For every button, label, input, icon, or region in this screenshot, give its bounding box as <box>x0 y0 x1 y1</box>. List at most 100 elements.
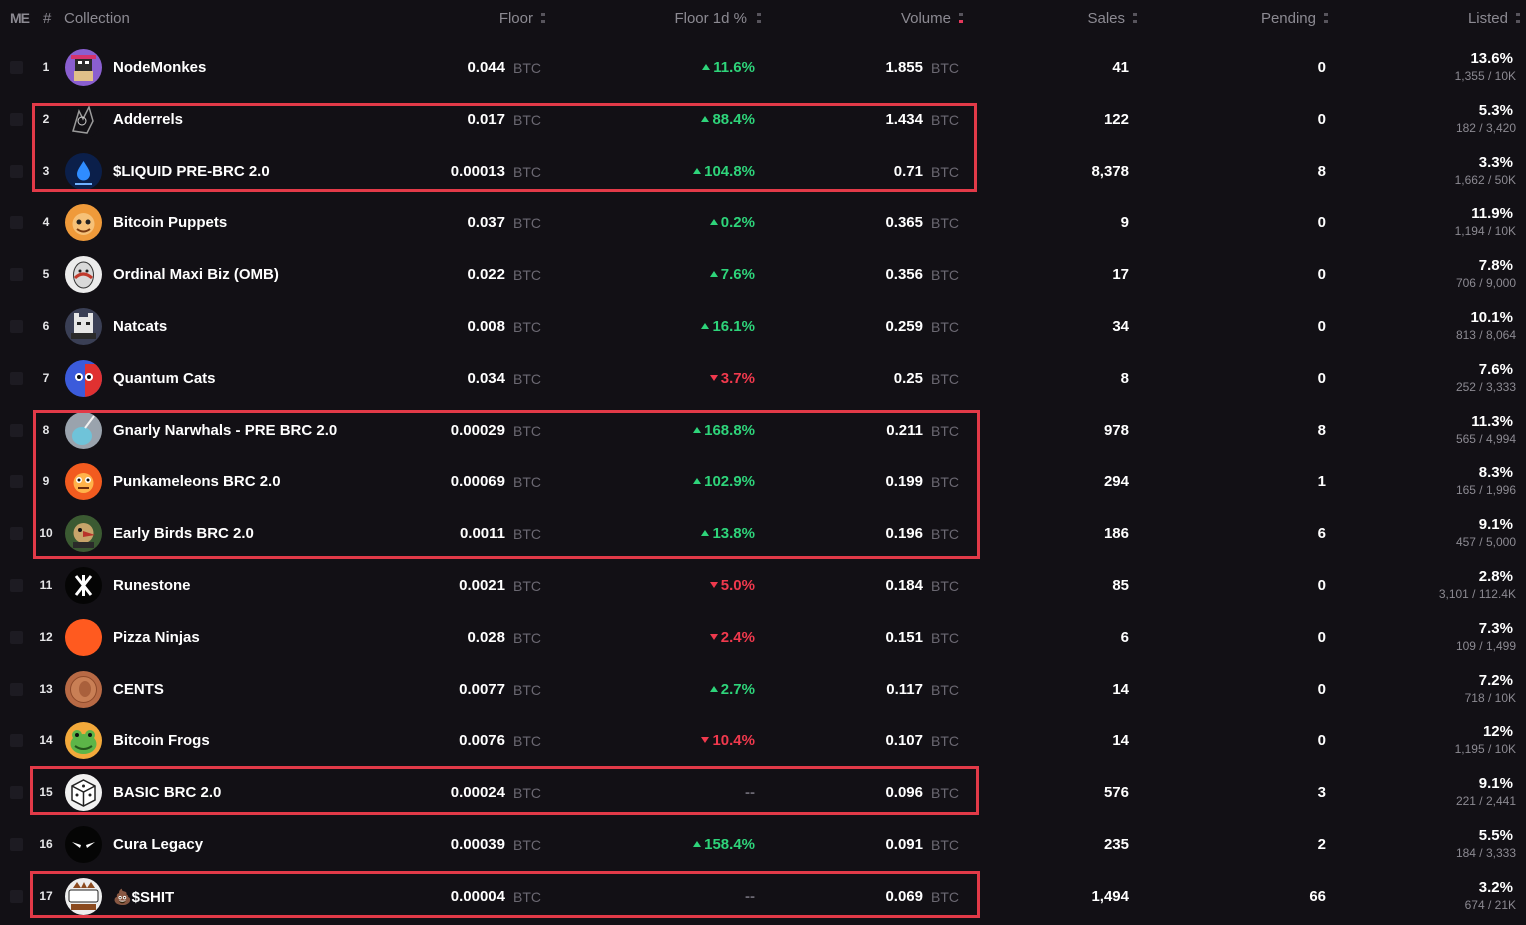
sales-header[interactable]: Sales <box>1087 10 1125 27</box>
floor-change-header[interactable]: Floor 1d % <box>674 10 747 27</box>
row-checkbox[interactable] <box>10 579 23 592</box>
row-checkbox[interactable] <box>10 320 23 333</box>
collection-name[interactable]: Early Birds BRC 2.0 <box>113 525 254 542</box>
table-row[interactable]: 16 Cura Legacy 0.00039 BTC 158.4% 0.091 BTC 235… <box>0 821 1526 873</box>
table-row[interactable]: 4 Bitcoin Puppets 0.037 BTC 0.2% 0.365 BTC 9 0 11… <box>0 199 1526 251</box>
listed-sort-icon[interactable] <box>1515 12 1521 26</box>
floor-change-sort-icon[interactable] <box>756 12 762 26</box>
row-checkbox[interactable] <box>10 165 23 178</box>
collection-avatar[interactable] <box>65 515 102 552</box>
collection-avatar[interactable] <box>65 671 102 708</box>
row-checkbox[interactable] <box>10 631 23 644</box>
row-checkbox[interactable] <box>10 216 23 229</box>
table-row[interactable]: 6 Natcats 0.008 BTC 16.1% 0.259 BTC 34 0 10.1% 813… <box>0 303 1526 355</box>
table-row[interactable]: 12 Pizza Ninjas 0.028 BTC 2.4% 0.151 BTC 6 0 7.3%… <box>0 614 1526 666</box>
collection-name[interactable]: $LIQUID PRE-BRC 2.0 <box>113 163 270 180</box>
row-checkbox[interactable] <box>10 786 23 799</box>
collection-name[interactable]: Bitcoin Frogs <box>113 732 210 749</box>
pending-count: 66 <box>1309 888 1326 905</box>
row-checkbox[interactable] <box>10 113 23 126</box>
row-checkbox[interactable] <box>10 527 23 540</box>
collection-name[interactable]: Pizza Ninjas <box>113 629 200 646</box>
magic-eden-logo-icon[interactable]: ME <box>10 10 30 26</box>
table-row[interactable]: 17 💩$SHIT 0.00004 BTC -- 0.069 BTC 1,494 66 3.2% 6… <box>0 873 1526 925</box>
rune-icon <box>65 567 102 604</box>
volume-value: 0.096 <box>885 784 923 801</box>
collection-name[interactable]: Cura Legacy <box>113 836 204 853</box>
volume-sort-icon[interactable] <box>958 12 964 26</box>
collection-avatar[interactable] <box>65 826 102 863</box>
row-checkbox[interactable] <box>10 890 23 903</box>
row-checkbox[interactable] <box>10 475 23 488</box>
collection-name[interactable]: Runestone <box>113 577 191 594</box>
row-checkbox[interactable] <box>10 734 23 747</box>
listed-count: 1,662 / 50K <box>1454 173 1516 187</box>
listed-header[interactable]: Listed <box>1467 10 1508 27</box>
table-row[interactable]: 8 Gnarly Narwhals - PRE BRC 2.0 0.00029 BTC… <box>0 407 1526 459</box>
pending-count: 6 <box>1317 525 1326 542</box>
collection-avatar[interactable] <box>65 463 102 500</box>
collection-name[interactable]: Ordinal Maxi Biz (OMB) <box>113 266 279 283</box>
table-row[interactable]: 11 Runestone 0.0021 BTC 5.0% 0.184 BTC 85 0 2.8% 3… <box>0 562 1526 614</box>
collection-avatar[interactable] <box>65 49 102 86</box>
row-checkbox[interactable] <box>10 268 23 281</box>
table-row[interactable]: 13 CENTS 0.0077 BTC 2.7% 0.117 BTC 14 0 7.2% 718 /… <box>0 666 1526 718</box>
change-value: 0.2% <box>720 214 755 231</box>
table-row[interactable]: 3 $LIQUID PRE-BRC 2.0 0.00013 BTC 104.8% 0.71… <box>0 148 1526 200</box>
floor-change: 11.6% <box>702 59 755 76</box>
collection-name[interactable]: Quantum Cats <box>113 370 216 387</box>
collection-name[interactable]: Adderrels <box>113 111 184 128</box>
row-checkbox[interactable] <box>10 372 23 385</box>
collection-avatar[interactable] <box>65 412 102 449</box>
collection-name[interactable]: Punkameleons BRC 2.0 <box>113 473 281 490</box>
pending-sort-icon[interactable] <box>1323 12 1329 26</box>
floor-sort-icon[interactable] <box>540 12 546 26</box>
table-row[interactable]: 7 Quantum Cats 0.034 BTC 3.7% 0.25 BTC 8 0 7.6% 25… <box>0 355 1526 407</box>
collection-avatar[interactable] <box>65 878 102 915</box>
collection-avatar[interactable] <box>65 101 102 138</box>
volume-unit: BTC <box>931 474 959 490</box>
collection-avatar[interactable] <box>65 153 102 190</box>
collection-name[interactable]: 💩$SHIT <box>113 889 175 906</box>
listed-percent: 9.1% <box>1478 516 1513 533</box>
row-checkbox[interactable] <box>10 683 23 696</box>
collection-name[interactable]: Natcats <box>113 318 168 335</box>
collection-avatar[interactable] <box>65 567 102 604</box>
listed-percent: 10.1% <box>1470 309 1513 326</box>
table-row[interactable]: 1 NodeMonkes 0.044 BTC 11.6% 1.855 BTC 41 0 13.6%… <box>0 44 1526 96</box>
table-row[interactable]: 5 Ordinal Maxi Biz (OMB) 0.022 BTC 7.6% 0.356… <box>0 251 1526 303</box>
narwhal-icon <box>65 412 102 449</box>
table-row[interactable]: 14 Bitcoin Frogs 0.0076 BTC 10.4% 0.107 BTC 14 0… <box>0 717 1526 769</box>
collection-name[interactable]: CENTS <box>113 681 164 698</box>
collection-avatar[interactable] <box>65 308 102 345</box>
table-row[interactable]: 15 BASIC BRC 2.0 0.00024 BTC -- 0.096 BTC 576 3 9… <box>0 769 1526 821</box>
table-row[interactable]: 2 Adderrels 0.017 BTC 88.4% 1.434 BTC 122 0 5.3% 1… <box>0 96 1526 148</box>
sales-count: 6 <box>1120 629 1129 646</box>
arrow-up-icon <box>701 530 710 536</box>
collection-avatar[interactable] <box>65 256 102 293</box>
floor-unit: BTC <box>513 630 541 646</box>
collection-name[interactable]: Bitcoin Puppets <box>113 214 228 231</box>
floor-price: 0.037 <box>467 214 505 231</box>
collection-avatar[interactable] <box>65 774 102 811</box>
collection-name[interactable]: Gnarly Narwhals - PRE BRC 2.0 <box>113 422 338 439</box>
table-row[interactable]: 9 Punkameleons BRC 2.0 0.00069 BTC 102.9% 0.1… <box>0 458 1526 510</box>
arrow-up-icon <box>693 841 702 847</box>
pending-header[interactable]: Pending <box>1260 10 1316 27</box>
change-value: 16.1% <box>712 318 755 335</box>
row-checkbox[interactable] <box>10 838 23 851</box>
collection-name[interactable]: NodeMonkes <box>113 59 207 76</box>
sales-sort-icon[interactable] <box>1132 12 1138 26</box>
volume-unit: BTC <box>931 785 959 801</box>
row-checkbox[interactable] <box>10 424 23 437</box>
volume-header[interactable]: Volume <box>900 10 951 27</box>
collection-avatar[interactable] <box>65 619 102 656</box>
collection-avatar[interactable] <box>65 722 102 759</box>
collection-avatar[interactable] <box>65 360 102 397</box>
collection-name[interactable]: BASIC BRC 2.0 <box>113 784 222 801</box>
collection-avatar[interactable] <box>65 204 102 241</box>
floor-header[interactable]: Floor <box>498 10 533 27</box>
row-checkbox[interactable] <box>10 61 23 74</box>
table-row[interactable]: 10 Early Birds BRC 2.0 0.0011 BTC 13.8% 0.196… <box>0 510 1526 562</box>
arrow-up-icon <box>709 219 718 225</box>
